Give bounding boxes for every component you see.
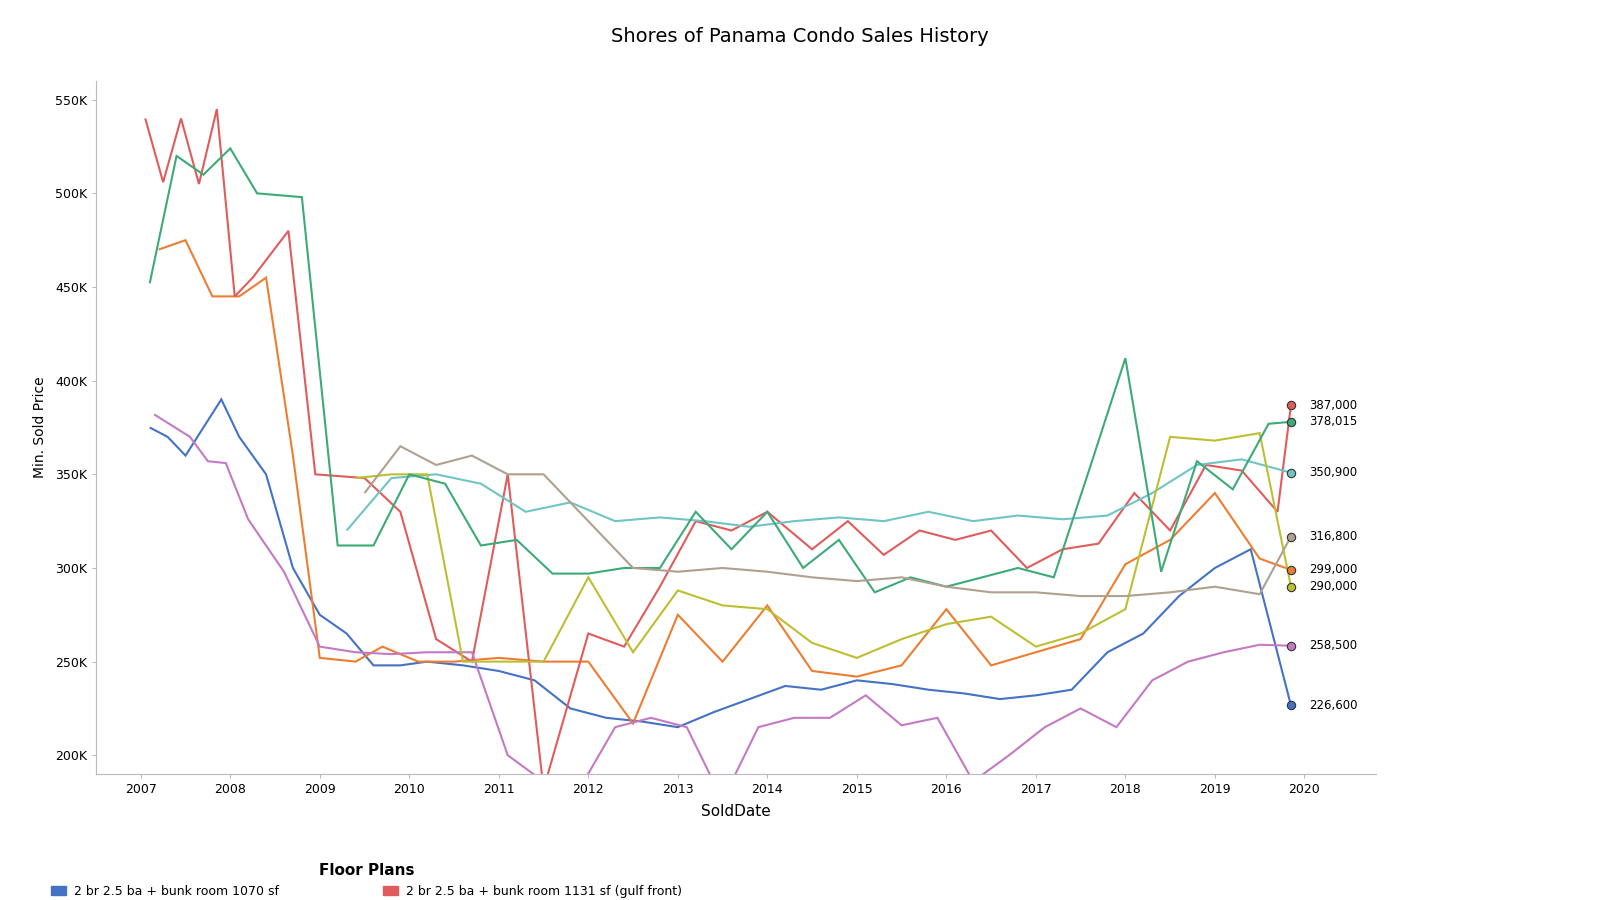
Text: 290,000: 290,000 bbox=[1309, 580, 1357, 593]
Text: 299,000: 299,000 bbox=[1309, 563, 1357, 576]
Text: 226,600: 226,600 bbox=[1309, 699, 1357, 712]
Legend: 2 br 2.5 ba + bunk room 1070 sf, 2 br 3 ba + bunk room (master off the water), 2: 2 br 2.5 ba + bunk room 1070 sf, 2 br 3 … bbox=[51, 863, 682, 900]
Text: 316,800: 316,800 bbox=[1309, 530, 1357, 543]
Text: 378,015: 378,015 bbox=[1309, 416, 1357, 428]
Text: Shores of Panama Condo Sales History: Shores of Panama Condo Sales History bbox=[611, 26, 989, 46]
Text: 387,000: 387,000 bbox=[1309, 399, 1357, 411]
Y-axis label: Min. Sold Price: Min. Sold Price bbox=[32, 377, 46, 478]
Text: 350,900: 350,900 bbox=[1309, 466, 1357, 479]
X-axis label: SoldDate: SoldDate bbox=[701, 805, 771, 819]
Text: 258,500: 258,500 bbox=[1309, 639, 1357, 652]
